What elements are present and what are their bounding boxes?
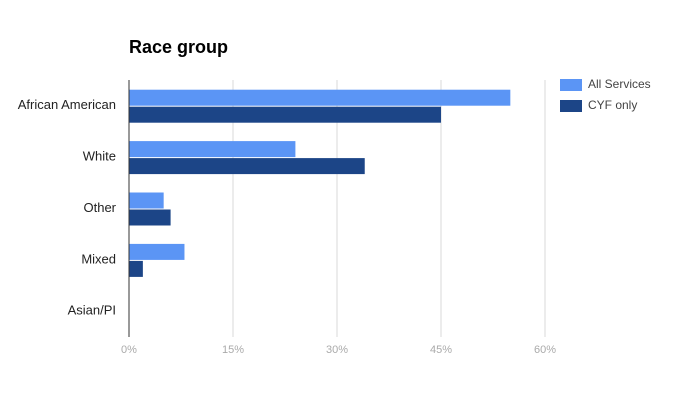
legend-swatch	[560, 79, 582, 91]
bar	[129, 158, 365, 175]
bar	[129, 141, 296, 158]
y-tick-label: Other	[83, 200, 116, 215]
x-tick-label: 15%	[222, 344, 244, 356]
x-tick-label: 30%	[326, 344, 348, 356]
bar	[129, 192, 164, 209]
bar	[129, 209, 171, 226]
legend-swatch	[560, 100, 582, 112]
bar	[129, 243, 185, 260]
bar	[129, 89, 511, 106]
bar	[129, 260, 143, 277]
bar	[129, 106, 441, 123]
y-tick-label: White	[83, 149, 116, 164]
y-tick-label: African American	[18, 97, 116, 112]
legend-label: CYF only	[588, 98, 637, 112]
chart-title: Race group	[129, 37, 228, 57]
legend-label: All Services	[588, 77, 651, 91]
y-tick-label: Asian/PI	[68, 303, 116, 318]
x-tick-label: 60%	[534, 344, 556, 356]
y-tick-label: Mixed	[81, 251, 116, 266]
x-tick-label: 0%	[121, 344, 137, 356]
x-tick-label: 45%	[430, 344, 452, 356]
